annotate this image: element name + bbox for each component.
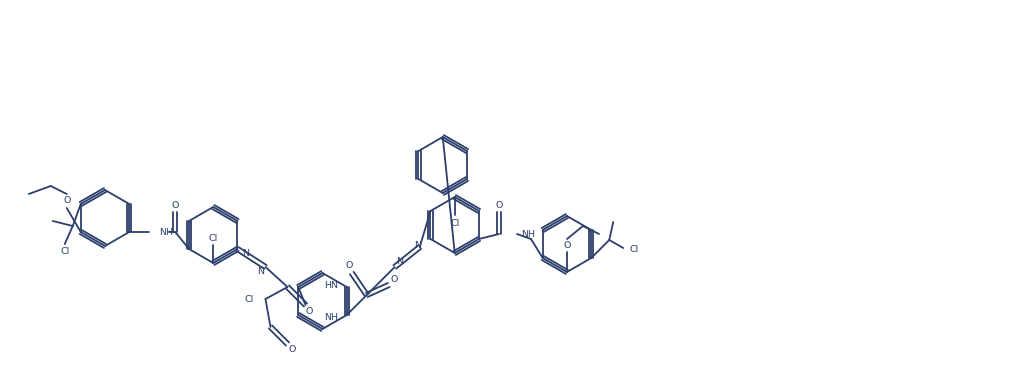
Text: O: O <box>345 262 353 270</box>
Text: O: O <box>289 345 296 354</box>
Text: N: N <box>242 249 249 257</box>
Text: Cl: Cl <box>451 219 460 227</box>
Text: Cl: Cl <box>630 246 639 255</box>
Text: O: O <box>63 196 70 204</box>
Text: NH: NH <box>160 227 173 236</box>
Text: HN: HN <box>324 280 339 289</box>
Text: O: O <box>495 200 502 210</box>
Text: O: O <box>172 200 179 210</box>
Text: NH: NH <box>324 312 339 322</box>
Text: N: N <box>257 267 264 276</box>
Text: Cl: Cl <box>208 233 218 243</box>
Text: O: O <box>306 306 313 315</box>
Text: N: N <box>397 257 404 266</box>
Text: Cl: Cl <box>60 247 69 256</box>
Text: O: O <box>391 276 398 285</box>
Text: O: O <box>563 240 571 250</box>
Text: Cl: Cl <box>244 295 253 303</box>
Text: NH: NH <box>521 230 535 239</box>
Text: N: N <box>414 240 421 250</box>
